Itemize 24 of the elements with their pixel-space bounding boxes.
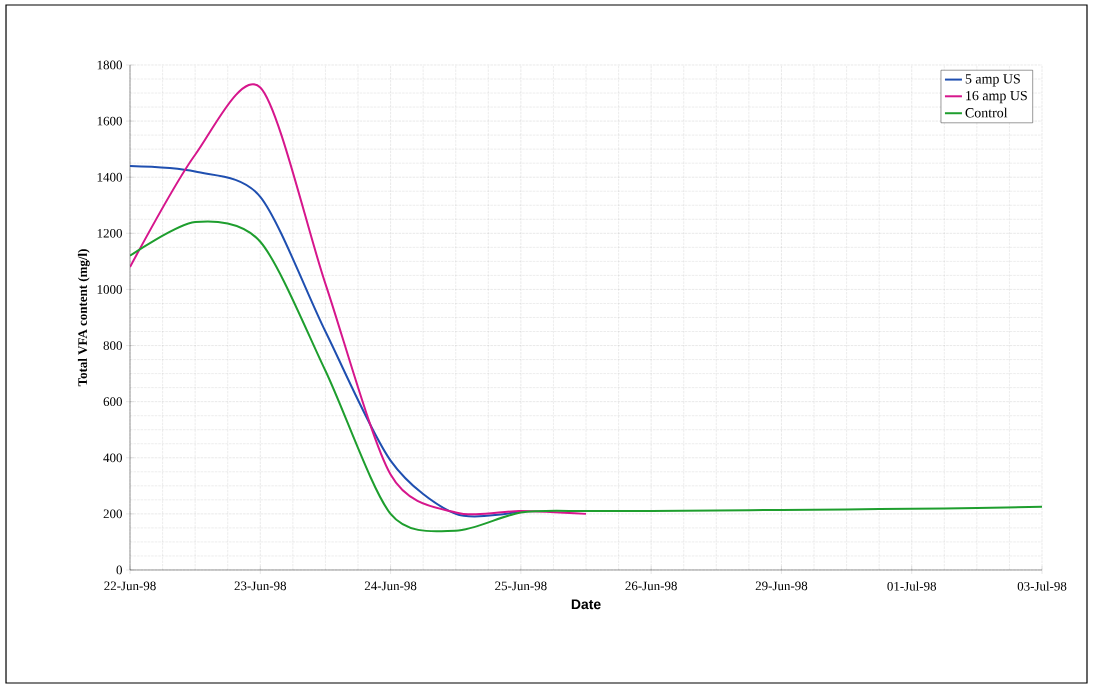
x-tick-label: 01-Jul-98 xyxy=(887,581,937,591)
y-tick-label: 1200 xyxy=(97,228,122,238)
x-tick-label: 23-Jun-98 xyxy=(234,581,287,591)
x-tick-label: 26-Jun-98 xyxy=(625,581,677,591)
y-tick-label: 800 xyxy=(103,341,122,350)
y-tick-label: 400 xyxy=(103,453,122,463)
y-tick-label: 0 xyxy=(116,565,122,575)
x-tick-label: 24-Jun-98 xyxy=(364,581,417,591)
y-tick-label: 200 xyxy=(103,509,122,519)
legend-label: Control xyxy=(965,107,1008,118)
legend-label: 5 amp US xyxy=(965,74,1020,87)
x-tick-label: 22-Jun-98 xyxy=(104,581,156,591)
line-series xyxy=(130,220,1043,533)
x-tick-label: 29-Jun-98 xyxy=(755,581,808,591)
x-tick-label: 03-Jul-98 xyxy=(1017,581,1067,591)
legend-label: 16 amp US xyxy=(966,90,1027,104)
y-axis-title: Total VFA content (mg/l) xyxy=(77,249,90,387)
y-tick-label: 1600 xyxy=(97,116,122,126)
y-tick-label: 600 xyxy=(103,397,122,407)
y-tick-label: 1800 xyxy=(97,60,122,70)
y-tick-label: 1000 xyxy=(97,285,122,294)
y-tick-label: 1400 xyxy=(97,172,122,182)
x-axis-title: Date xyxy=(571,599,601,610)
x-tick-label: 25-Jun-98 xyxy=(495,581,547,591)
